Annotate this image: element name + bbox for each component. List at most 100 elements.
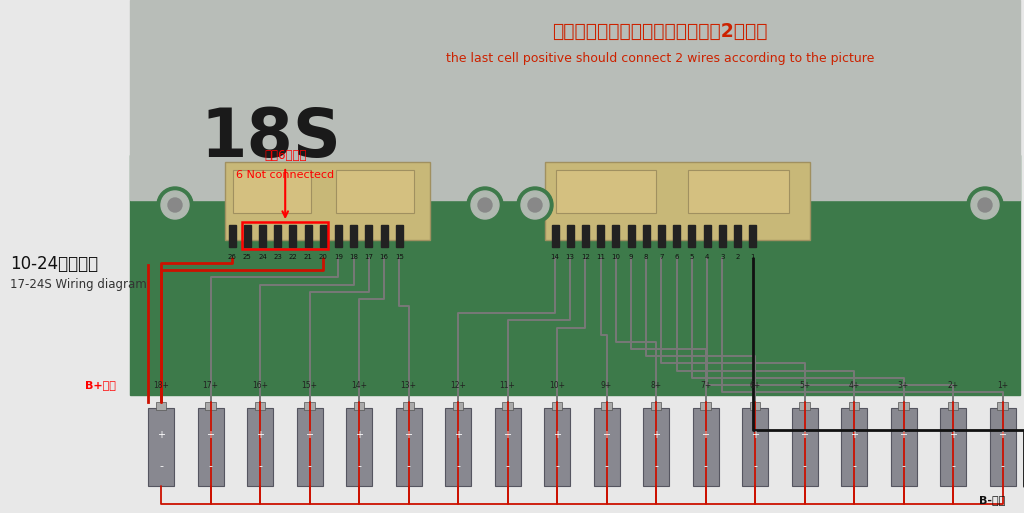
Text: 4: 4 bbox=[705, 254, 710, 260]
Text: 24: 24 bbox=[258, 254, 267, 260]
Text: -: - bbox=[555, 462, 559, 471]
Text: 1+: 1+ bbox=[997, 381, 1008, 390]
Text: 26: 26 bbox=[227, 254, 237, 260]
Bar bbox=[225, 162, 430, 240]
Bar bbox=[800, 402, 810, 410]
Text: 18+: 18+ bbox=[153, 381, 169, 390]
Text: B-总负: B-总负 bbox=[979, 495, 1005, 505]
Text: -: - bbox=[407, 462, 411, 471]
Text: 11+: 11+ bbox=[500, 381, 515, 390]
Bar bbox=[205, 402, 216, 410]
Bar bbox=[381, 225, 387, 247]
Bar bbox=[495, 408, 520, 486]
Text: 13+: 13+ bbox=[400, 381, 417, 390]
Bar bbox=[130, 0, 1020, 200]
Bar bbox=[350, 225, 357, 247]
Text: +: + bbox=[305, 430, 313, 440]
Bar bbox=[792, 408, 817, 486]
Text: 3: 3 bbox=[720, 254, 724, 260]
Text: +: + bbox=[850, 430, 858, 440]
Circle shape bbox=[471, 191, 499, 219]
Text: +: + bbox=[751, 430, 759, 440]
Bar bbox=[552, 402, 562, 410]
Bar bbox=[750, 225, 756, 247]
Bar bbox=[552, 225, 558, 247]
Text: 最后一串电池总正极上要接如图对2条排线: 最后一串电池总正极上要接如图对2条排线 bbox=[552, 22, 768, 41]
Text: +: + bbox=[454, 430, 462, 440]
Text: 17+: 17+ bbox=[203, 381, 218, 390]
Text: 10-24串接线图: 10-24串接线图 bbox=[10, 255, 98, 273]
Text: 9: 9 bbox=[629, 254, 633, 260]
Bar bbox=[898, 402, 908, 410]
Circle shape bbox=[467, 187, 503, 223]
Bar bbox=[247, 408, 273, 486]
Bar bbox=[453, 402, 463, 410]
Bar bbox=[366, 225, 373, 247]
Bar bbox=[290, 225, 296, 247]
Text: -: - bbox=[803, 462, 807, 471]
Text: +: + bbox=[801, 430, 809, 440]
Bar bbox=[643, 225, 649, 247]
Text: -: - bbox=[753, 462, 757, 471]
Bar bbox=[297, 408, 323, 486]
Bar bbox=[891, 408, 916, 486]
Text: +: + bbox=[553, 430, 561, 440]
Text: +: + bbox=[899, 430, 907, 440]
Text: the last cell positive should connect 2 wires according to the picture: the last cell positive should connect 2 … bbox=[445, 52, 874, 65]
Bar bbox=[734, 225, 741, 247]
Text: +: + bbox=[652, 430, 660, 440]
Text: 12: 12 bbox=[581, 254, 590, 260]
Text: -: - bbox=[307, 462, 311, 471]
Bar bbox=[243, 222, 329, 249]
Text: 此处6根不接: 此处6根不接 bbox=[264, 149, 306, 162]
Bar bbox=[597, 225, 604, 247]
Text: 14: 14 bbox=[551, 254, 559, 260]
Circle shape bbox=[967, 187, 1002, 223]
Text: 6+: 6+ bbox=[750, 381, 761, 390]
Text: +: + bbox=[256, 430, 264, 440]
Bar bbox=[233, 170, 311, 213]
Bar bbox=[997, 402, 1008, 410]
Text: -: - bbox=[159, 462, 163, 471]
Text: -: - bbox=[951, 462, 955, 471]
Text: -: - bbox=[506, 462, 510, 471]
Bar bbox=[628, 225, 635, 247]
Text: +: + bbox=[157, 430, 165, 440]
Bar bbox=[700, 402, 711, 410]
Text: 22: 22 bbox=[289, 254, 297, 260]
Text: B+总正: B+总正 bbox=[85, 380, 116, 390]
Bar bbox=[841, 408, 867, 486]
Text: 5+: 5+ bbox=[799, 381, 810, 390]
Text: 18: 18 bbox=[349, 254, 358, 260]
Text: +: + bbox=[504, 430, 512, 440]
Text: 2: 2 bbox=[735, 254, 739, 260]
Bar bbox=[849, 402, 859, 410]
Text: +: + bbox=[949, 430, 957, 440]
Bar bbox=[304, 225, 311, 247]
Circle shape bbox=[517, 187, 553, 223]
Bar bbox=[692, 408, 719, 486]
Bar bbox=[156, 402, 166, 410]
Text: 18S: 18S bbox=[200, 105, 341, 171]
Text: 16: 16 bbox=[380, 254, 388, 260]
Text: 25: 25 bbox=[243, 254, 252, 260]
Bar bbox=[319, 225, 327, 247]
Circle shape bbox=[161, 191, 189, 219]
Bar bbox=[719, 225, 726, 247]
Bar bbox=[148, 408, 174, 486]
Bar bbox=[601, 402, 611, 410]
Text: -: - bbox=[604, 462, 608, 471]
Text: 20: 20 bbox=[318, 254, 328, 260]
Text: -: - bbox=[654, 462, 658, 471]
Text: -: - bbox=[901, 462, 905, 471]
Bar bbox=[673, 225, 680, 247]
Circle shape bbox=[978, 198, 992, 212]
Bar bbox=[688, 225, 695, 247]
Text: 1: 1 bbox=[751, 254, 755, 260]
Bar bbox=[198, 408, 223, 486]
Text: -: - bbox=[209, 462, 213, 471]
Circle shape bbox=[478, 198, 492, 212]
Bar bbox=[255, 402, 265, 410]
Text: 13: 13 bbox=[565, 254, 574, 260]
Text: 7+: 7+ bbox=[699, 381, 711, 390]
